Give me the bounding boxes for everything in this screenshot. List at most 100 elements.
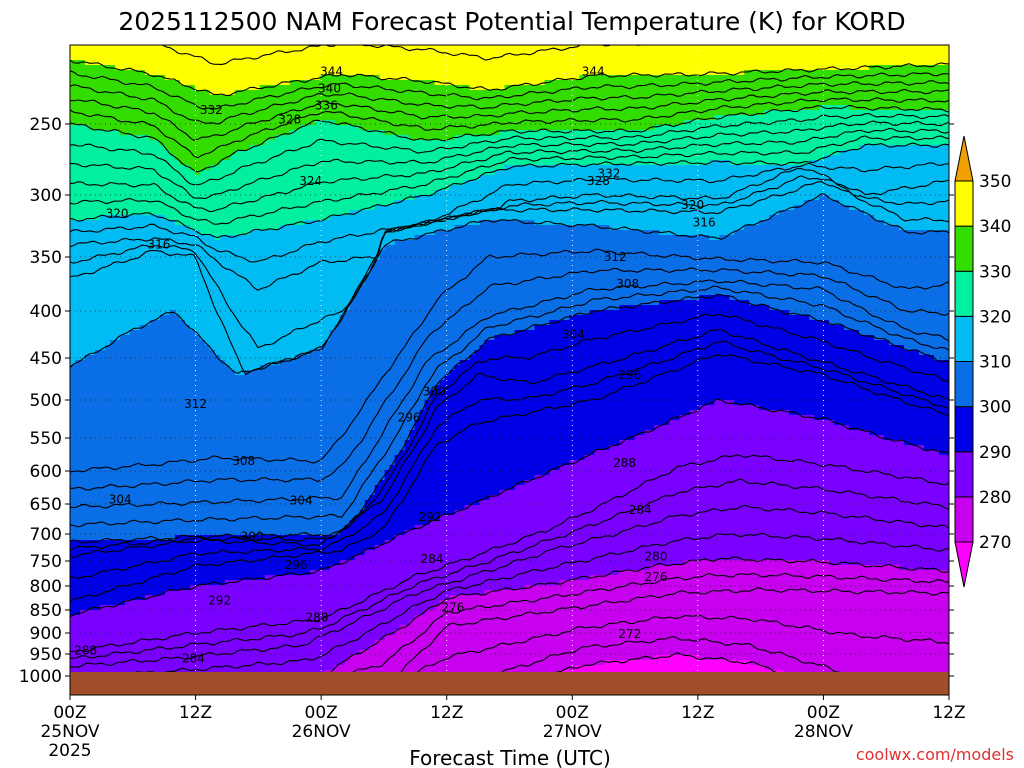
temperature-band-cell — [629, 440, 635, 571]
temperature-band-cell — [759, 70, 765, 116]
contour-label: 296 — [285, 558, 308, 572]
temperature-band-cell — [509, 220, 516, 336]
temperature-band-cell — [919, 110, 925, 146]
contour-label: 276 — [645, 570, 668, 584]
temperature-band-cell — [564, 320, 570, 466]
contour-line — [70, 329, 949, 558]
temperature-band-cell — [344, 125, 351, 216]
contour-line — [70, 478, 949, 659]
temperature-band-cell — [774, 45, 780, 71]
contour-label: 312 — [604, 250, 627, 264]
temperature-band-cell — [694, 45, 700, 76]
temperature-band-cell — [829, 325, 835, 421]
temperature-band-cell — [164, 45, 171, 81]
contour-label: 296 — [398, 410, 421, 424]
contour-line — [70, 285, 949, 528]
temperature-band-cell — [519, 330, 526, 486]
temperature-band-cell — [464, 225, 471, 361]
temperature-band-cell — [509, 165, 516, 221]
temperature-band-cell — [105, 540, 111, 606]
temperature-band-cell — [274, 45, 281, 86]
temperature-band-cell — [159, 315, 166, 541]
colorbar-label: 290 — [979, 443, 1011, 463]
temperature-band-cell — [129, 70, 136, 136]
temperature-band-cell — [439, 230, 446, 381]
temperature-band-cell — [739, 115, 745, 166]
temperature-band-cell — [429, 195, 436, 236]
temperature-band-cell — [634, 435, 640, 571]
temperature-band-cell — [469, 225, 476, 356]
temperature-band-cell — [614, 445, 620, 576]
temperature-band-cell — [589, 455, 595, 576]
temperature-band-cell — [614, 575, 620, 661]
contour-line — [70, 162, 949, 263]
temperature-band-cell — [404, 200, 411, 241]
contour-label: 340 — [318, 82, 341, 96]
temperature-band-cell — [259, 45, 266, 86]
temperature-band-cell — [90, 130, 96, 221]
temperature-band-cell — [274, 230, 281, 366]
temperature-band-cell — [114, 605, 121, 686]
temperature-band-cell — [609, 130, 615, 166]
temperature-band-cell — [644, 130, 650, 166]
temperature-band-cell — [529, 220, 536, 331]
temperature-band-cell — [379, 130, 386, 206]
temperature-band-cell — [664, 75, 670, 126]
temperature-band-cell — [644, 305, 650, 431]
temperature-band-cell — [574, 165, 580, 226]
temperature-band-cell — [374, 205, 381, 261]
temperature-band-cell — [110, 340, 116, 541]
temperature-band-cell — [159, 45, 166, 76]
y-tick-label: 850 — [30, 601, 62, 621]
temperature-band-cell — [839, 70, 845, 106]
temperature-band-cell — [809, 160, 815, 201]
temperature-band-cell — [199, 535, 206, 586]
temperature-band-cell — [764, 110, 770, 166]
temperature-band-cell — [944, 455, 949, 571]
temperature-band-cell — [539, 585, 546, 681]
temperature-band-cell — [459, 225, 466, 361]
temperature-band-cell — [219, 95, 226, 161]
contour-label: 308 — [616, 277, 639, 291]
temperature-band-cell — [719, 560, 725, 661]
temperature-band-cell — [289, 130, 296, 226]
temperature-band-cell — [439, 600, 446, 695]
colorbar-label: 320 — [979, 307, 1011, 327]
temperature-band-cell — [429, 140, 436, 196]
temperature-band-cell — [319, 345, 326, 536]
temperature-band-cell — [404, 135, 411, 201]
temperature-band-cell — [149, 140, 156, 216]
temperature-band-cell — [904, 570, 910, 695]
colorbar-label: 340 — [979, 217, 1011, 237]
temperature-band-cell — [694, 560, 700, 656]
temperature-band-cell — [469, 595, 476, 695]
temperature-band-cell — [499, 130, 506, 171]
temperature-band-cell — [824, 195, 830, 321]
temperature-band-cell — [504, 590, 511, 691]
temperature-band-cell — [729, 45, 735, 76]
temperature-band-cell — [334, 325, 341, 536]
temperature-band-cell — [100, 350, 106, 541]
temperature-band-cell — [454, 185, 461, 226]
temperature-band-cell — [914, 45, 920, 66]
temperature-band-cell — [479, 90, 486, 136]
temperature-band-cell — [424, 80, 431, 141]
temperature-band-cell — [334, 125, 341, 216]
temperature-band-cell — [379, 640, 386, 695]
temperature-band-cell — [209, 45, 216, 96]
temperature-band-cell — [344, 45, 351, 76]
temperature-band-cell — [95, 610, 101, 691]
temperature-band-cell — [164, 540, 171, 591]
temperature-band-cell — [229, 235, 236, 371]
temperature-band-cell — [249, 145, 256, 231]
temperature-band-cell — [494, 135, 501, 171]
temperature-band-cell — [644, 75, 650, 131]
temperature-band-cell — [349, 45, 356, 76]
temperature-band-cell — [709, 560, 715, 661]
temperature-band-cell — [759, 220, 765, 306]
temperature-band-cell — [110, 45, 116, 66]
temperature-band-cell — [409, 240, 416, 431]
temperature-band-cell — [769, 560, 775, 671]
temperature-band-cell — [724, 115, 730, 161]
temperature-band-cell — [264, 45, 271, 86]
